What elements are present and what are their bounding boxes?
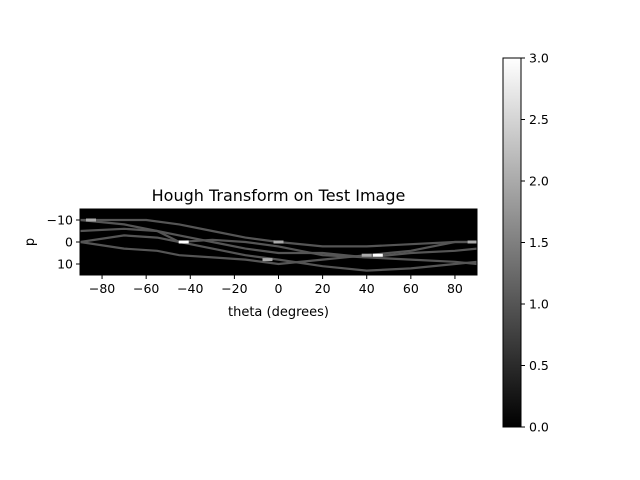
hough-peak-5 — [467, 240, 477, 244]
colorbar-gradient — [502, 57, 522, 428]
x-tick-label: 80 — [447, 281, 463, 296]
x-tick-label: −60 — [133, 281, 159, 296]
colorbar-tick-label: 2.0 — [529, 174, 549, 189]
x-axis-label: theta (degrees) — [228, 305, 329, 320]
x-tick-label: −20 — [221, 281, 247, 296]
colorbar-tick-label: 3.0 — [529, 51, 549, 66]
heatmap-plot-area — [79, 208, 478, 276]
colorbar: 0.0 0.5 1.0 1.5 2.0 2.5 3.0 — [502, 51, 549, 435]
colorbar-tick-label: 1.5 — [529, 235, 549, 250]
hough-peak-1 — [178, 240, 189, 244]
hough-curve-5 — [80, 218, 477, 259]
colorbar-tick-label: 1.0 — [529, 297, 549, 312]
x-tick-label: 20 — [315, 281, 331, 296]
x-tick-label: 40 — [359, 281, 375, 296]
y-tick-label: 0 — [65, 235, 73, 250]
hough-curve-3 — [80, 240, 477, 266]
x-tick-label: −40 — [177, 281, 203, 296]
x-tick-label: 0 — [275, 281, 283, 296]
colorbar-ticks: 0.0 0.5 1.0 1.5 2.0 2.5 3.0 — [521, 51, 549, 435]
x-tick-label: 60 — [403, 281, 419, 296]
y-tick-label: −10 — [47, 213, 73, 228]
hough-curve-4 — [80, 234, 477, 266]
hough-peak-4 — [361, 253, 372, 257]
hough-peak-7 — [262, 258, 273, 262]
chart-title: Hough Transform on Test Image — [152, 186, 406, 205]
hough-peak-3 — [372, 253, 383, 257]
hough-peak-2 — [273, 240, 284, 244]
x-axis-ticks: −80 −60 −40 −20 0 20 40 60 80 — [89, 275, 463, 296]
y-tick-label: 10 — [57, 257, 73, 272]
y-axis-label: p — [23, 238, 38, 246]
colorbar-tick-label: 0.0 — [529, 420, 549, 435]
hough-peak-6 — [86, 218, 96, 222]
colorbar-tick-label: 0.5 — [529, 358, 549, 373]
x-tick-label: −80 — [89, 281, 115, 296]
y-axis-ticks: −10 0 10 — [47, 213, 80, 272]
colorbar-tick-label: 2.5 — [529, 112, 549, 127]
